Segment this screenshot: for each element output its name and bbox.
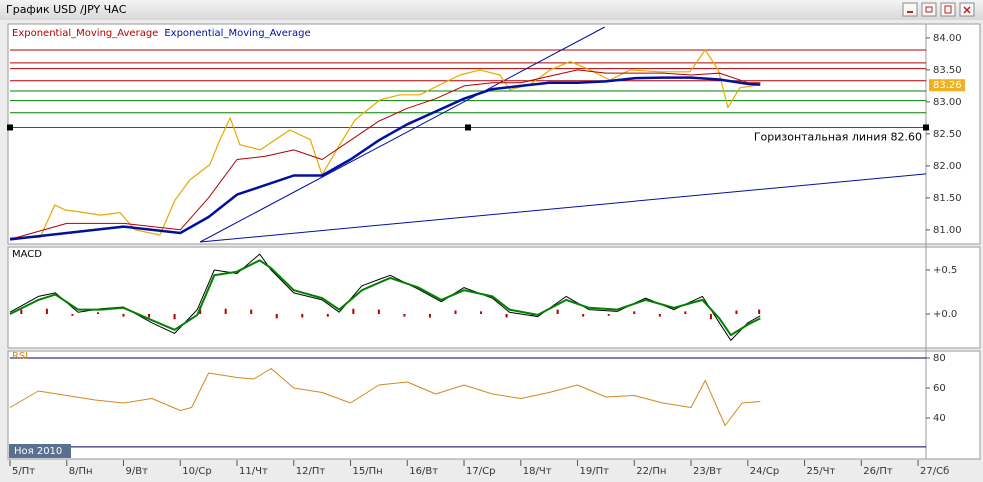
series-line xyxy=(9,259,761,337)
histogram-bar xyxy=(454,310,457,314)
trend-line xyxy=(200,173,926,243)
histogram-bar xyxy=(352,308,355,314)
histogram-bar xyxy=(377,309,380,314)
annotation: Горизонтальная линия 82.60 xyxy=(754,130,922,143)
window-buttons[interactable] xyxy=(902,2,975,17)
restore-button[interactable] xyxy=(921,2,937,17)
histogram-bar xyxy=(658,313,661,317)
histogram-bar xyxy=(326,313,329,317)
date-label-box xyxy=(9,444,71,458)
date-label: Ноя 2010 xyxy=(14,446,62,457)
series-line xyxy=(9,69,761,240)
histogram-bar xyxy=(582,313,585,317)
legend-entry: Exponential_Moving_Average xyxy=(164,28,310,39)
x-tick-label: 15/Пн xyxy=(353,466,383,477)
x-axis-strip xyxy=(0,460,983,482)
title-bar xyxy=(0,0,983,20)
y-tick-label: +0.5 xyxy=(933,265,957,276)
histogram-bar xyxy=(301,313,304,318)
histogram-bar xyxy=(250,309,253,314)
y-tick-label: 60 xyxy=(933,383,946,394)
y-tick-label: 81.00 xyxy=(933,225,962,236)
plot-area xyxy=(9,26,926,243)
panel-title: MACD xyxy=(12,249,42,260)
icon xyxy=(944,5,952,14)
x-tick-label: 24/Ср xyxy=(750,466,779,477)
histogram-bar xyxy=(173,313,176,320)
trend-line xyxy=(199,26,606,243)
x-tick-label: 8/Пн xyxy=(69,466,93,477)
y-tick-label: 81.50 xyxy=(933,193,962,204)
x-tick-label: 18/Чт xyxy=(523,466,552,477)
y-tick-label: 83.00 xyxy=(933,97,962,108)
histogram-bar xyxy=(758,309,761,314)
x-tick-label: 10/Ср xyxy=(182,466,211,477)
plot-area xyxy=(9,253,761,341)
histogram-bar xyxy=(735,310,738,314)
icon xyxy=(963,6,971,14)
last-price-tag xyxy=(929,79,965,92)
x-tick-label: 12/Пт xyxy=(296,466,326,477)
legend-entry: Exponential_Moving_Average xyxy=(12,28,158,39)
x-tick-label: 23/Вт xyxy=(693,466,722,477)
x-tick-label: 27/Сб xyxy=(920,466,949,477)
histogram-bar xyxy=(148,313,151,318)
icon xyxy=(925,6,933,13)
histogram-bar xyxy=(684,311,687,314)
x-tick-label: 26/Пт xyxy=(863,466,893,477)
histogram-bar xyxy=(45,308,48,314)
histogram-bar xyxy=(428,313,431,318)
histogram-bar xyxy=(709,313,712,320)
histogram-bar xyxy=(480,311,483,314)
histogram-bar xyxy=(633,311,636,314)
y-tick-label: 80 xyxy=(933,353,946,364)
line-handle xyxy=(923,124,929,131)
x-tick-label: 25/Чт xyxy=(807,466,836,477)
panel-title: RSI xyxy=(12,351,28,362)
panel xyxy=(7,23,981,245)
y-tick-label: 82.00 xyxy=(933,161,962,172)
y-tick-label: +0.0 xyxy=(933,309,957,320)
histogram-bar xyxy=(505,313,508,318)
x-tick-label: 16/Вт xyxy=(409,466,438,477)
minimize-button[interactable] xyxy=(902,2,918,17)
series-line xyxy=(9,368,761,426)
x-tick-label: 19/Пт xyxy=(580,466,610,477)
y-tick-label: 40 xyxy=(933,413,946,424)
histogram-bar xyxy=(122,313,125,317)
y-tick-label: 82.50 xyxy=(933,129,962,140)
x-tick-label: 17/Ср xyxy=(466,466,495,477)
x-tick-label: 9/Вт xyxy=(126,466,149,477)
last-price-label: 83.26 xyxy=(933,80,962,91)
x-tick-label: 22/Пн xyxy=(636,466,666,477)
histogram-bar xyxy=(403,313,406,317)
histogram-bar xyxy=(96,312,99,314)
line-handle xyxy=(465,124,471,131)
series-line xyxy=(9,76,761,241)
y-tick-label: 83.50 xyxy=(933,65,962,76)
maximize-button[interactable] xyxy=(940,2,956,17)
histogram-bar xyxy=(531,313,534,316)
histogram-bar xyxy=(556,309,559,314)
y-tick-label: 84.00 xyxy=(933,33,962,44)
histogram-bar xyxy=(607,313,610,316)
x-tick-label: 11/Чт xyxy=(239,466,268,477)
window-title: График USD /JPY ЧАС xyxy=(6,3,127,16)
histogram-bar xyxy=(224,308,227,314)
panel xyxy=(7,350,981,460)
histogram-bar xyxy=(275,313,278,319)
x-tick-label: 5/Пт xyxy=(12,466,35,477)
plot-area xyxy=(9,357,926,448)
line-handle xyxy=(7,124,13,131)
histogram-bar xyxy=(71,313,74,316)
histogram-bar xyxy=(20,309,23,314)
